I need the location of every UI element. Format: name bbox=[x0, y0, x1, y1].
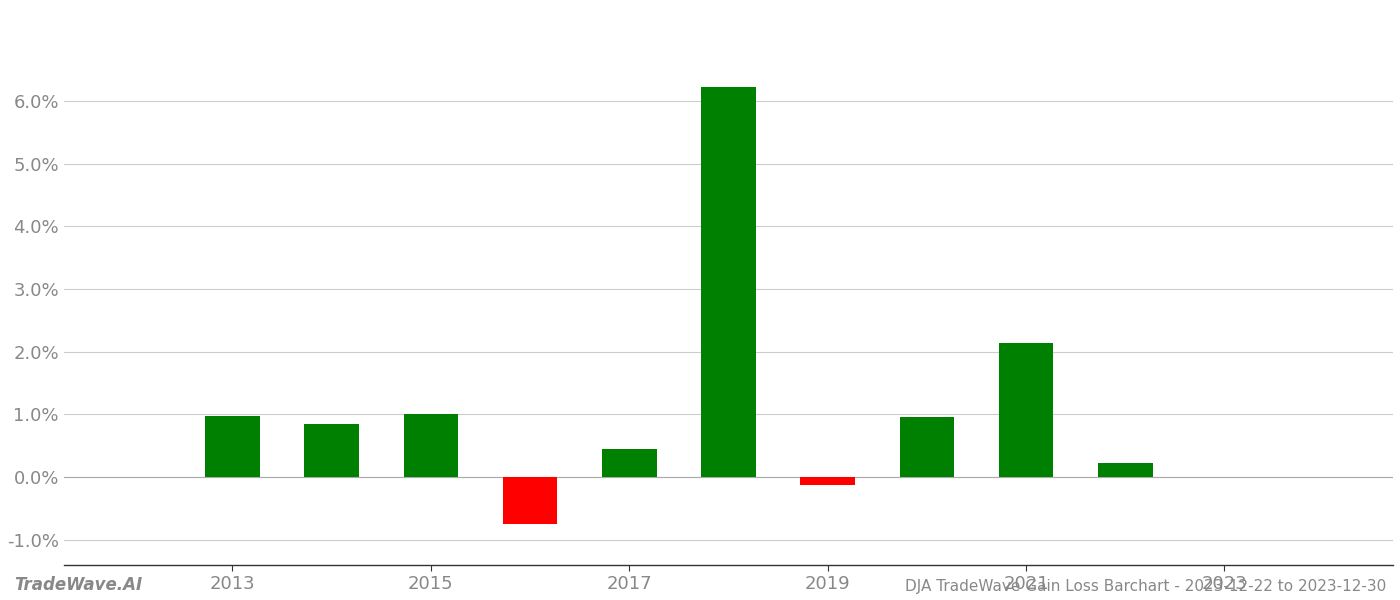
Bar bbox=[701, 87, 756, 477]
Bar bbox=[998, 343, 1053, 477]
Bar bbox=[503, 477, 557, 524]
Bar bbox=[801, 477, 855, 485]
Text: TradeWave.AI: TradeWave.AI bbox=[14, 576, 143, 594]
Bar bbox=[304, 424, 358, 477]
Bar bbox=[1098, 463, 1152, 477]
Bar bbox=[403, 413, 458, 477]
Text: DJA TradeWave Gain Loss Barchart - 2023-12-22 to 2023-12-30: DJA TradeWave Gain Loss Barchart - 2023-… bbox=[904, 579, 1386, 594]
Bar bbox=[602, 449, 657, 477]
Bar bbox=[206, 416, 260, 477]
Bar bbox=[900, 418, 955, 477]
